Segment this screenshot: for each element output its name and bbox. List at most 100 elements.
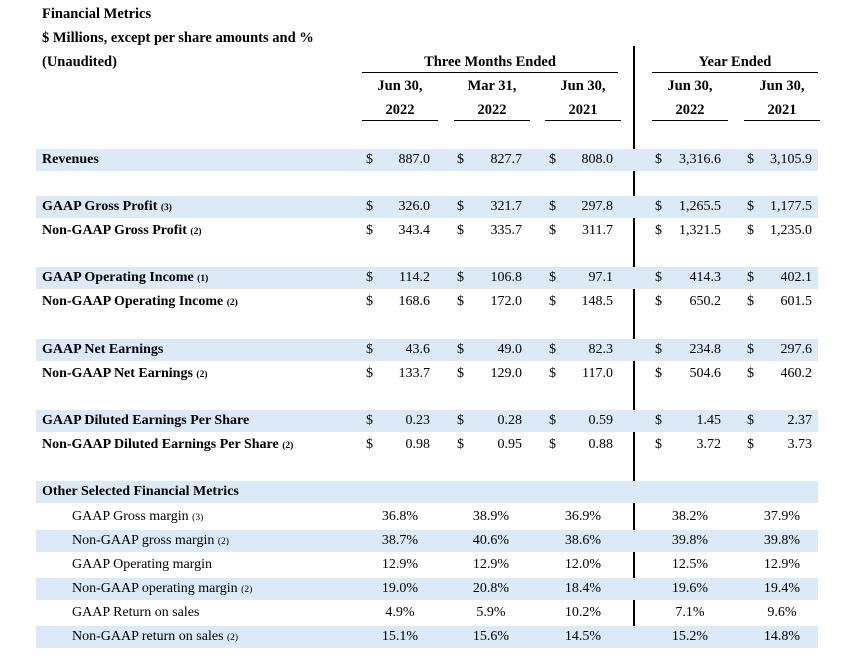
cell-value: 168.6 <box>398 294 431 309</box>
row-label: Revenues <box>42 149 99 171</box>
cell-value: 1,177.5 <box>770 199 812 214</box>
row-label: Non-GAAP gross margin (2) <box>72 530 229 553</box>
column-header-year: 2021 <box>767 102 797 118</box>
cell-value: 297.6 <box>780 342 813 357</box>
row-label-text: Non-GAAP operating margin <box>72 581 238 596</box>
column-header-year: 2022 <box>385 102 415 118</box>
cell-value: 133.7 <box>398 366 431 381</box>
row-label: GAAP Operating margin <box>72 554 212 576</box>
currency-symbol: $ <box>747 342 754 357</box>
cell-percent: 40.6% <box>472 533 510 548</box>
currency-symbol: $ <box>549 294 556 309</box>
currency-symbol: $ <box>457 294 464 309</box>
currency-symbol: $ <box>655 413 662 428</box>
row-highlight-band <box>36 410 818 432</box>
cell-percent: 38.2% <box>671 509 709 524</box>
table-row: GAAP Return on sales 4.9% 5.9% 10.2% 7.1% 9.6… <box>0 602 849 624</box>
currency-symbol: $ <box>457 413 464 428</box>
cell-percent: 9.6% <box>767 605 797 620</box>
table-row: GAAP Net Earnings $43.6 $49.0 $82.3 $234.8 $2… <box>0 339 849 361</box>
column-header-year: 2021 <box>568 102 598 118</box>
cell-percent: 7.1% <box>675 605 705 620</box>
cell-percent: 15.2% <box>671 629 709 644</box>
row-label-text: Revenues <box>42 152 99 167</box>
row-label-text: GAAP Operating margin <box>72 557 212 572</box>
cell-percent: 37.9% <box>763 509 801 524</box>
footnote-marker: (2) <box>282 441 294 451</box>
cell-percent: 39.8% <box>763 533 801 548</box>
column-header-date: Jun 30, <box>560 78 606 94</box>
currency-symbol: $ <box>747 270 754 285</box>
cell-value: 43.6 <box>405 342 431 357</box>
currency-symbol: $ <box>549 270 556 285</box>
currency-symbol: $ <box>549 223 556 238</box>
currency-symbol: $ <box>549 199 556 214</box>
cell-value: 297.8 <box>581 199 614 214</box>
group-underline <box>362 72 618 73</box>
cell-value: 0.98 <box>405 437 431 452</box>
row-label: Non-GAAP operating margin (2) <box>72 578 252 601</box>
currency-symbol: $ <box>366 342 373 357</box>
cell-percent: 14.5% <box>564 629 602 644</box>
cell-value: 414.3 <box>689 270 722 285</box>
currency-symbol: $ <box>366 152 373 167</box>
row-highlight-band <box>36 530 818 552</box>
unaudited-note: (Unaudited) <box>42 54 117 70</box>
cell-percent: 4.9% <box>385 605 415 620</box>
cell-value: 148.5 <box>581 294 614 309</box>
row-label: GAAP Operating Income (1) <box>42 267 208 290</box>
cell-value: 460.2 <box>780 366 813 381</box>
cell-value: 1.45 <box>696 413 722 428</box>
row-label: Non-GAAP return on sales (2) <box>72 626 238 649</box>
cell-percent: 20.8% <box>472 581 510 596</box>
cell-percent: 15.6% <box>472 629 510 644</box>
row-label-text: GAAP Gross margin <box>72 509 189 524</box>
column-header-date: Jun 30, <box>377 78 423 94</box>
cell-value: 311.7 <box>582 223 613 238</box>
footnote-marker: (3) <box>192 513 204 523</box>
cell-value: 1,235.0 <box>770 223 812 238</box>
cell-value: 3,316.6 <box>679 152 721 167</box>
currency-symbol: $ <box>655 199 662 214</box>
column-header-year: 2022 <box>675 102 705 118</box>
cell-percent: 12.0% <box>564 557 602 572</box>
row-highlight-band <box>36 267 818 289</box>
currency-symbol: $ <box>747 199 754 214</box>
column-underline <box>744 120 820 121</box>
table-row: Non-GAAP Gross Profit (2) $343.4 $335.7 $31… <box>0 220 849 242</box>
cell-value: 129.0 <box>490 366 523 381</box>
cell-percent: 12.9% <box>763 557 801 572</box>
cell-value: 117.0 <box>582 366 613 381</box>
column-underline <box>362 120 438 121</box>
column-underline <box>652 120 728 121</box>
cell-value: 49.0 <box>497 342 523 357</box>
currency-symbol: $ <box>655 223 662 238</box>
cell-percent: 36.9% <box>564 509 602 524</box>
currency-symbol: $ <box>549 342 556 357</box>
column-header-year: 2022 <box>477 102 507 118</box>
currency-symbol: $ <box>747 413 754 428</box>
row-highlight-band <box>36 481 818 503</box>
currency-symbol: $ <box>549 366 556 381</box>
cell-value: 1,321.5 <box>679 223 721 238</box>
currency-symbol: $ <box>366 199 373 214</box>
table-row: Non-GAAP Diluted Earnings Per Share (2) $… <box>0 434 849 456</box>
row-label: GAAP Return on sales <box>72 602 199 624</box>
cell-value: 650.2 <box>689 294 722 309</box>
cell-value: 3.72 <box>696 437 722 452</box>
row-label-text: Non-GAAP Gross Profit <box>42 223 187 238</box>
report-subtitle: $ Millions, except per share amounts and… <box>42 30 314 46</box>
cell-percent: 12.9% <box>472 557 510 572</box>
currency-symbol: $ <box>747 366 754 381</box>
cell-value: 234.8 <box>689 342 722 357</box>
cell-value: 0.28 <box>497 413 523 428</box>
currency-symbol: $ <box>549 413 556 428</box>
cell-percent: 12.5% <box>671 557 709 572</box>
currency-symbol: $ <box>366 413 373 428</box>
row-label: GAAP Diluted Earnings Per Share <box>42 410 249 432</box>
cell-value: 321.7 <box>490 199 523 214</box>
currency-symbol: $ <box>655 437 662 452</box>
row-label-text: GAAP Operating Income <box>42 270 194 285</box>
table-row: GAAP Gross Profit (3) $326.0 $321.7 $297.8 $… <box>0 196 849 218</box>
cell-percent: 14.8% <box>763 629 801 644</box>
